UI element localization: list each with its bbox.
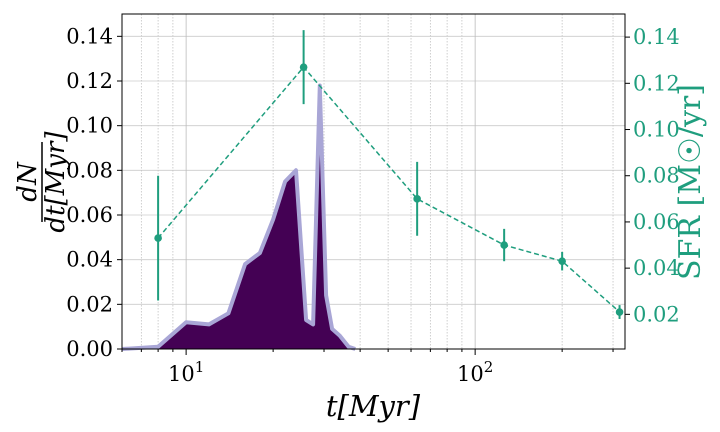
sfr-layer — [154, 30, 624, 319]
sfr-point — [615, 308, 624, 316]
y-tick-label: 0.14 — [66, 24, 113, 48]
y-tick-label: 0.10 — [66, 114, 113, 138]
y-tick-label: 0.00 — [66, 337, 113, 361]
y2-tick-label: 0.14 — [633, 25, 680, 49]
x-tick-label: 102 — [457, 358, 493, 386]
y-axis-label: dN dt[Myr] — [13, 131, 71, 233]
y2-tick-label: 0.04 — [633, 256, 680, 280]
age-distribution-outline — [121, 83, 356, 351]
area-layer — [121, 83, 356, 351]
y-axis-label-numerator: dN — [13, 161, 43, 202]
y2-axis-label: SFR [M☉/yr] — [673, 84, 708, 280]
plot-frame — [121, 13, 626, 350]
y-tick-label: 0.12 — [66, 69, 113, 93]
y2-axis-label-text: SFR [M☉/yr] — [673, 84, 708, 280]
sfr-point — [413, 195, 421, 203]
sfr-line — [157, 65, 621, 313]
y2-tick-label: 0.06 — [633, 210, 680, 234]
y-tick-label: 0.02 — [66, 292, 113, 316]
y-tick-label: 0.04 — [66, 248, 113, 272]
sfr-point — [299, 63, 308, 71]
y2-tick-label: 0.12 — [633, 71, 680, 95]
grid-layer — [121, 14, 625, 350]
x-tick-label-exponent: 1 — [195, 358, 205, 376]
y2-tick-label: 0.08 — [633, 164, 680, 188]
y-axis-label-denominator: dt[Myr] — [41, 131, 71, 233]
y2-tick-label: 0.10 — [633, 118, 680, 142]
tick-layer: 0.00 0.02 0.04 0.06 0.08 0.10 0.12 0.14 0.02 0.04… — [66, 24, 680, 386]
age-distribution-area — [122, 85, 356, 349]
sfr-point — [558, 257, 566, 266]
sfr-point — [500, 241, 508, 249]
y2-tick-label: 0.02 — [633, 302, 680, 326]
x-tick-label-exponent: 2 — [484, 358, 494, 376]
x-tick-label-base: 10 — [457, 362, 484, 386]
y-tick-label: 0.08 — [66, 158, 113, 182]
sfr-point — [154, 234, 162, 242]
y-tick-label: 0.06 — [66, 203, 113, 227]
x-tick-label-base: 10 — [168, 362, 195, 386]
x-axis-label: t[Myr] — [326, 389, 421, 423]
x-tick-label: 101 — [168, 358, 204, 386]
